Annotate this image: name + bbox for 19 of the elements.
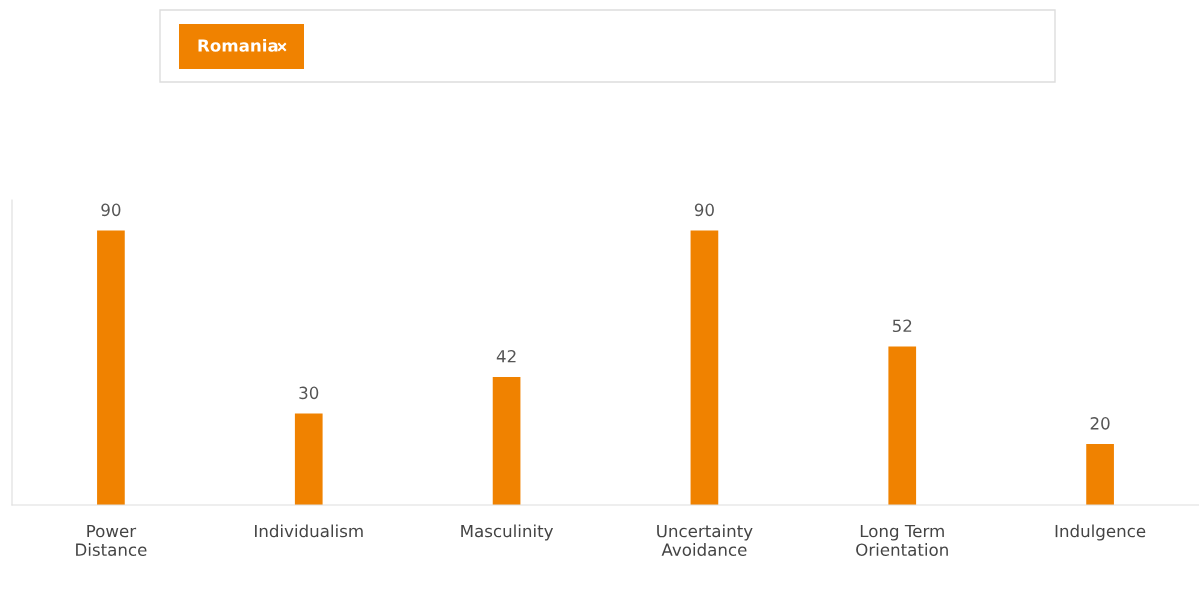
bar [97, 230, 125, 505]
data-label: 52 [892, 319, 912, 333]
x-tick-label: Individualism [255, 524, 363, 538]
data-label: 90 [101, 203, 121, 217]
bar [492, 376, 521, 505]
data-label: 90 [694, 203, 714, 217]
x-tick-label: Masculinity [461, 524, 554, 541]
text: Romania [198, 38, 278, 52]
x-tick-label: Indulgence [1055, 524, 1146, 541]
bar [294, 413, 323, 505]
x-tick-label: Long Term Orientation [856, 524, 948, 557]
data-label: 20 [1090, 417, 1110, 430]
x-tick-label: Power Distance [76, 524, 147, 557]
bar [888, 346, 917, 505]
bar [690, 230, 719, 505]
data-label: 30 [299, 386, 319, 400]
x-tick-label: Uncertainty Avoidance [657, 524, 753, 557]
data-label: 42 [496, 349, 516, 363]
bar [1086, 444, 1114, 505]
